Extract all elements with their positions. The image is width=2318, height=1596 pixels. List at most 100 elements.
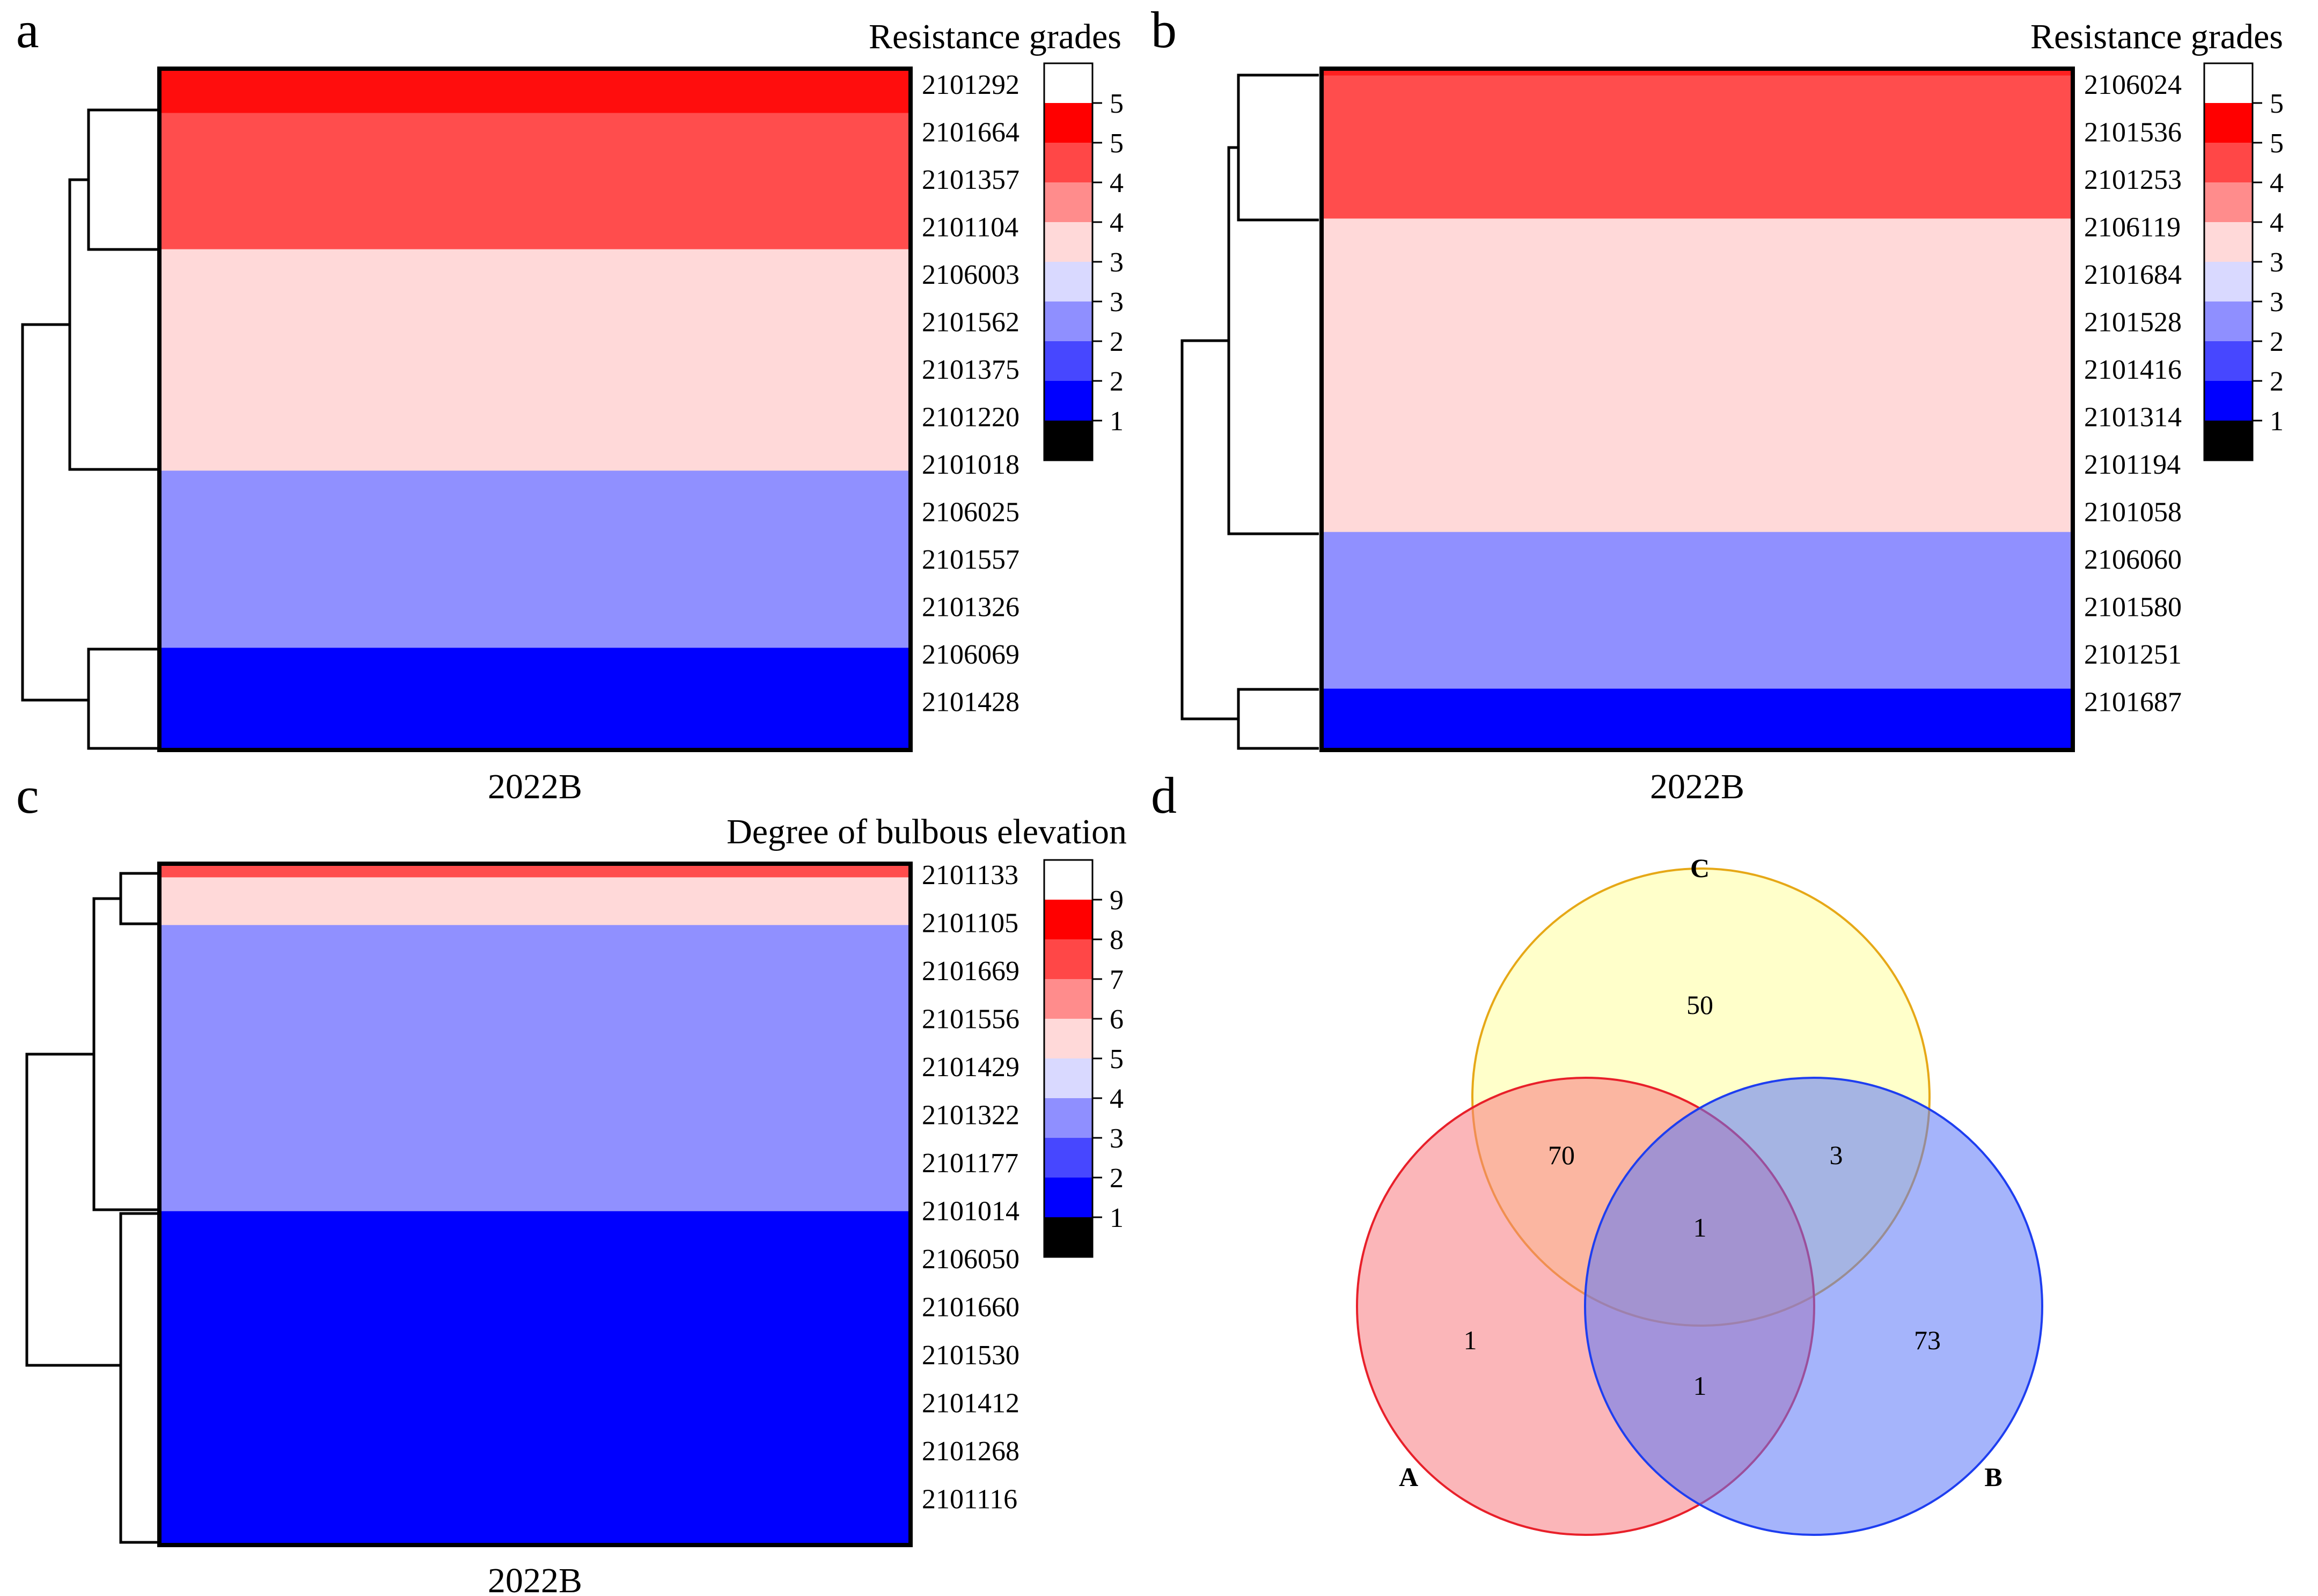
- row-label: 2101014: [922, 1196, 1019, 1227]
- legend-swatch: [1044, 262, 1092, 302]
- legend-tick-label: 5: [1110, 89, 1124, 119]
- legend-swatch: [1044, 1019, 1092, 1059]
- heatmap-band: [159, 249, 911, 471]
- heatmap-band: [159, 113, 911, 250]
- heatmap-band: [1322, 532, 2073, 689]
- venn-count-a-b-c: 1: [1693, 1212, 1707, 1242]
- row-label: 2101528: [2084, 307, 2182, 338]
- legend-swatch: [2204, 143, 2253, 183]
- dendrogram-branch: [1227, 146, 1319, 535]
- legend-swatch: [1044, 301, 1092, 342]
- legend-tick-label: 3: [1110, 1123, 1124, 1154]
- legend-tick-label: 9: [1110, 885, 1124, 916]
- row-label: 2106003: [922, 260, 1019, 290]
- heatmap-band: [159, 69, 911, 114]
- legend-swatch: [1044, 63, 1092, 104]
- row-label: 2101314: [2084, 402, 2182, 433]
- row-label: 2101116: [922, 1484, 1017, 1515]
- legend-swatch: [1044, 341, 1092, 381]
- legend-tick-label: 4: [1110, 1084, 1124, 1114]
- legend-tick-label: 6: [1110, 1004, 1124, 1035]
- legend-tick-label: 7: [1110, 965, 1124, 995]
- dendrogram-branch: [87, 648, 158, 750]
- row-label: 2106024: [2084, 70, 2182, 100]
- row-label: 2106060: [2084, 545, 2182, 575]
- legend-swatch: [1044, 939, 1092, 980]
- venn-count-a-c: 70: [1548, 1140, 1575, 1170]
- x-axis-label: 2022B: [488, 767, 582, 806]
- legend-tick-label: 5: [2270, 128, 2284, 159]
- heatmap-band: [159, 648, 911, 751]
- row-label: 2101562: [922, 307, 1019, 338]
- legend-tick-label: 1: [1110, 1203, 1124, 1233]
- legend-tick-label: 4: [1110, 208, 1124, 238]
- row-label: 2101177: [922, 1148, 1018, 1179]
- legend-swatch: [1044, 900, 1092, 940]
- row-label: 2101687: [2084, 687, 2182, 718]
- heatmap-band: [159, 925, 911, 1212]
- row-label: 2101375: [922, 355, 1019, 385]
- venn-count-a-only: 1: [1464, 1325, 1477, 1355]
- dendrogram-branch: [21, 323, 89, 702]
- row-label: 2101660: [922, 1292, 1019, 1323]
- legend-swatch: [2204, 341, 2253, 381]
- row-label: 2106119: [2084, 212, 2181, 243]
- heatmap-band: [159, 1211, 911, 1546]
- heatmap-band: [1322, 218, 2073, 533]
- row-label: 2101580: [2084, 592, 2182, 623]
- legend-tick-label: 5: [1110, 1044, 1124, 1075]
- legend-tick-label: 2: [2270, 366, 2284, 397]
- dendrogram-branch: [92, 897, 158, 1211]
- legend-swatch: [2204, 381, 2253, 421]
- dendrogram-branch: [1237, 73, 1319, 222]
- legend-swatch: [1044, 1178, 1092, 1218]
- row-label: 2101412: [922, 1388, 1019, 1419]
- row-label: 2101194: [2084, 450, 2181, 480]
- row-label: 2101557: [922, 545, 1019, 575]
- row-label: 2101357: [922, 165, 1019, 195]
- legend-tick-label: 1: [2270, 406, 2284, 437]
- row-label: 2101253: [2084, 165, 2182, 195]
- heatmap-border: [157, 862, 913, 1547]
- legend-tick-label: 2: [2270, 327, 2284, 357]
- x-axis-label: 2022B: [1650, 767, 1744, 806]
- row-label: 2101220: [922, 402, 1019, 433]
- legend-swatch: [1044, 860, 1092, 900]
- legend-tick-label: 8: [1110, 925, 1124, 955]
- panel-letter: d: [1151, 767, 1177, 824]
- legend-tick-label: 4: [2270, 168, 2284, 198]
- dendrogram-branch: [119, 1212, 158, 1544]
- legend-swatch: [2204, 63, 2253, 104]
- venn-count-b-only: 73: [1914, 1325, 1941, 1355]
- legend-swatch: [2204, 103, 2253, 143]
- venn-count-a-b: 1: [1693, 1371, 1707, 1401]
- panel-letter: a: [16, 1, 39, 58]
- row-label: 2101530: [922, 1340, 1019, 1371]
- row-label: 2101105: [922, 908, 1018, 939]
- row-label: 2101536: [2084, 117, 2182, 148]
- dendrogram-branch: [1180, 339, 1238, 720]
- venn-set-label-b: B: [1984, 1462, 2002, 1492]
- row-label: 2101326: [922, 592, 1019, 623]
- legend-tick-label: 1: [1110, 406, 1124, 437]
- legend-title: Resistance grades: [869, 17, 1121, 56]
- legend-swatch: [1044, 421, 1092, 461]
- row-label: 2101322: [922, 1100, 1019, 1131]
- dendrogram: [25, 872, 158, 1544]
- row-label: 2101429: [922, 1052, 1019, 1083]
- heatmap-band: [1322, 688, 2073, 751]
- legend-tick-label: 2: [1110, 327, 1124, 357]
- legend-swatch: [2204, 182, 2253, 223]
- legend-tick-label: 4: [1110, 168, 1124, 198]
- heatmap-band: [159, 470, 911, 648]
- panel-a: a 2101292 2101664 2101357 2101104 2106003 210…: [16, 1, 1124, 806]
- panel-b: b 2106024 2101536 2101253 2106119 2101684 210…: [1151, 1, 2284, 806]
- row-label: 2101268: [922, 1436, 1019, 1467]
- legend-tick-label: 3: [1110, 287, 1124, 318]
- row-label: 2101292: [922, 70, 1019, 100]
- dendrogram-branch: [87, 108, 158, 251]
- legend-swatch: [2204, 301, 2253, 342]
- panel-d-venn: d C A B 50 70 3 1 1 1 73: [1151, 767, 2043, 1536]
- legend-swatch: [1044, 182, 1092, 223]
- legend-tick-label: 5: [1110, 128, 1124, 159]
